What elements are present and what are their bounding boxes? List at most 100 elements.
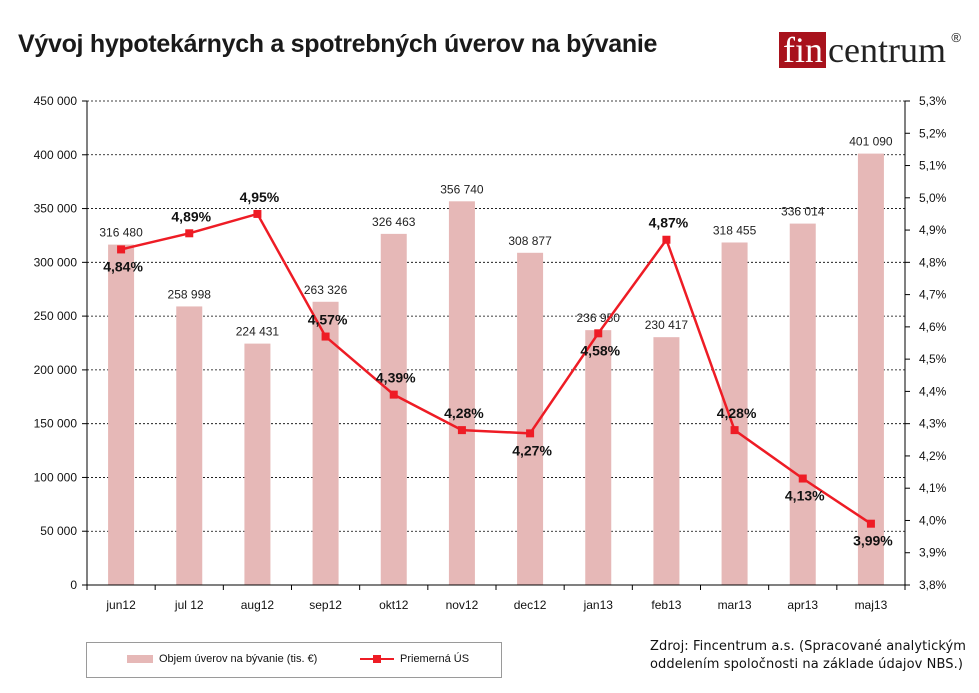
left-tick-label: 450 000 (34, 94, 78, 108)
bar-9 (721, 242, 748, 586)
category-label: jan13 (583, 598, 614, 612)
rate-value-label: 4,28% (444, 405, 484, 421)
rate-value-label: 4,57% (308, 312, 348, 328)
bar-value-label: 336 014 (781, 205, 825, 219)
legend-bar-label: Objem úverov na bývanie (tis. €) (159, 653, 318, 665)
rate-marker-0 (117, 245, 126, 254)
legend-item-bars: Objem úverov na bývanie (tis. €) (127, 653, 317, 665)
legend-line-swatch (360, 654, 394, 664)
bar-value-label: 263 326 (304, 283, 348, 297)
category-label: mar13 (718, 598, 752, 612)
right-tick-label: 3,9% (919, 546, 947, 560)
rate-value-label: 4,13% (785, 488, 825, 504)
right-tick-label: 5,0% (919, 191, 947, 205)
rate-marker-10 (798, 474, 807, 483)
bar-11 (857, 153, 884, 586)
rate-marker-1 (185, 229, 194, 238)
bar-8 (653, 337, 680, 585)
bar-value-label: 401 090 (849, 135, 893, 149)
left-tick-label: 150 000 (34, 417, 78, 431)
bar-value-label: 230 417 (645, 318, 689, 332)
category-label: sep12 (309, 598, 342, 612)
rate-marker-4 (389, 390, 398, 399)
category-label: dec12 (514, 598, 547, 612)
right-tick-label: 5,2% (919, 126, 947, 140)
bar-value-label: 258 998 (168, 287, 212, 301)
category-label: jul 12 (174, 598, 204, 612)
rate-line (120, 212, 872, 525)
chart-legend: Objem úverov na bývanie (tis. €) Priemer… (86, 642, 502, 678)
rate-marker-6 (526, 429, 535, 438)
rate-marker-9 (730, 426, 739, 435)
logo-fin-text: fin (779, 32, 826, 68)
legend-bar-swatch (127, 655, 153, 663)
legend-item-line: Priemerná ÚS (360, 653, 469, 665)
logo-centrum-text: centrum (828, 30, 946, 70)
bar-4 (380, 233, 407, 585)
left-tick-label: 50 000 (40, 524, 77, 538)
category-label: aug12 (241, 598, 275, 612)
rate-value-label: 4,89% (171, 208, 211, 224)
right-tick-label: 4,3% (919, 417, 947, 431)
bar-0 (108, 244, 135, 585)
rate-value-label: 4,95% (240, 189, 280, 205)
bar-value-label: 326 463 (372, 215, 416, 229)
rate-marker-3 (321, 332, 330, 341)
bar-7 (585, 330, 612, 585)
left-tick-label: 250 000 (34, 309, 78, 323)
rate-value-label: 4,28% (717, 405, 757, 421)
legend-line-label: Priemerná ÚS (400, 653, 470, 665)
rate-value-label: 3,99% (853, 533, 893, 549)
right-tick-label: 4,9% (919, 223, 947, 237)
bar-5 (448, 201, 475, 585)
category-label: okt12 (379, 598, 409, 612)
fincentrum-logo: fin centrum ® (779, 30, 961, 70)
bar-value-label: 224 431 (236, 325, 280, 339)
rate-value-label: 4,58% (580, 342, 620, 358)
left-tick-label: 100 000 (34, 470, 78, 484)
right-tick-label: 5,1% (919, 159, 947, 173)
rate-value-label: 4,87% (649, 215, 689, 231)
category-label: maj13 (855, 598, 888, 612)
left-tick-label: 350 000 (34, 202, 78, 216)
source-note: Zdroj: Fincentrum a.s. (Spracované analy… (650, 638, 966, 674)
right-tick-label: 5,3% (919, 94, 947, 108)
right-tick-label: 4,5% (919, 352, 947, 366)
right-tick-label: 4,2% (919, 449, 947, 463)
chart-title: Vývoj hypotekárnych a spotrebných úverov… (18, 30, 658, 58)
left-tick-label: 300 000 (34, 255, 78, 269)
category-label: nov12 (446, 598, 479, 612)
category-label: jun12 (105, 598, 136, 612)
bar-2 (244, 343, 271, 585)
left-tick-label: 0 (70, 578, 77, 592)
bar-value-label: 318 455 (713, 223, 757, 237)
registered-mark: ® (951, 30, 961, 45)
rate-marker-2 (253, 209, 262, 218)
left-tick-label: 400 000 (34, 148, 78, 162)
rate-marker-8 (662, 235, 671, 244)
rate-value-label: 4,39% (376, 370, 416, 386)
bar-value-label: 308 877 (508, 234, 552, 248)
bar-3 (312, 301, 339, 585)
right-tick-label: 4,1% (919, 481, 947, 495)
right-tick-label: 4,8% (919, 255, 947, 269)
category-label: feb13 (651, 598, 681, 612)
rate-marker-11 (866, 519, 875, 528)
bar-value-label: 316 480 (99, 226, 143, 240)
right-tick-label: 4,6% (919, 320, 947, 334)
rate-value-label: 4,84% (103, 258, 143, 274)
category-label: apr13 (787, 598, 818, 612)
bar-1 (176, 306, 203, 585)
rate-marker-7 (594, 329, 603, 338)
right-tick-label: 4,4% (919, 384, 947, 398)
right-tick-label: 3,8% (919, 578, 947, 592)
bar-value-label: 236 950 (577, 311, 621, 325)
bar-10 (789, 223, 816, 586)
left-tick-label: 200 000 (34, 363, 78, 377)
right-tick-label: 4,0% (919, 513, 947, 527)
right-tick-label: 4,7% (919, 288, 947, 302)
rate-value-label: 4,27% (512, 442, 552, 458)
source-line-2: oddelením spoločnosti na základe údajov … (650, 657, 964, 672)
bar-value-label: 356 740 (440, 182, 484, 196)
